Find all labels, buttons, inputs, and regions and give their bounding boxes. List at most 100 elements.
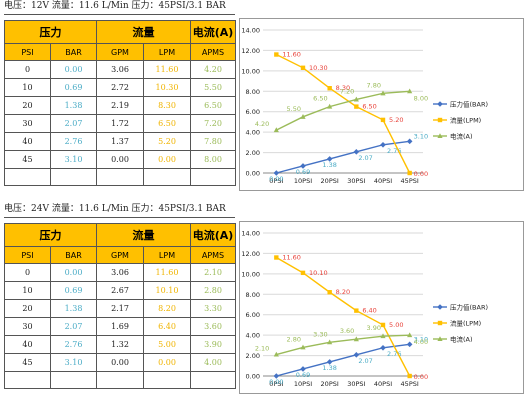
data-point-marker bbox=[300, 114, 306, 119]
data-point-marker bbox=[300, 65, 306, 70]
lpm-cell: 10.10 bbox=[143, 281, 191, 300]
data-label: 3.10 bbox=[414, 132, 428, 140]
table-row: 40 2.76 1.37 5.20 7.80 bbox=[4, 132, 236, 151]
table-row: 0 0.00 3.06 11.60 2.10 bbox=[4, 263, 236, 282]
data-point-marker bbox=[437, 133, 443, 138]
spec-table: 压力 流量 电流(A) PSI BAR GPM LPM APMS 0 0.00 3.06 11.60 4… bbox=[4, 20, 236, 186]
psi-column-header: PSI bbox=[4, 43, 51, 61]
gpm-column-header: GPM bbox=[96, 246, 144, 264]
psi-cell: 30 bbox=[4, 114, 51, 133]
lpm-cell: 10.30 bbox=[143, 78, 191, 97]
x-tick-label: 20PSI bbox=[321, 177, 339, 185]
gpm-cell: 0.00 bbox=[96, 353, 144, 372]
y-tick-label: 10.00 bbox=[241, 67, 260, 75]
series-line bbox=[276, 90, 410, 131]
data-label: 3.90 bbox=[367, 324, 381, 332]
table-column-header: PSI BAR GPM LPM APMS bbox=[4, 246, 236, 264]
psi-cell: 40 bbox=[4, 132, 51, 151]
psi-cell: 30 bbox=[4, 317, 51, 336]
empty-cell bbox=[190, 168, 236, 186]
data-label: 2.76 bbox=[387, 350, 401, 358]
data-label: 6.50 bbox=[362, 103, 376, 111]
bar-cell: 1.38 bbox=[50, 96, 97, 115]
data-point-marker bbox=[326, 359, 333, 365]
psi-cell: 20 bbox=[4, 299, 51, 318]
series-group: 11.60 10.10 8.20 6.40 5.00 0.00 bbox=[274, 254, 428, 381]
bar-column-header: BAR bbox=[50, 246, 97, 264]
data-point-marker bbox=[273, 351, 279, 357]
y-tick-label: 12.00 bbox=[241, 250, 260, 258]
empty-cell bbox=[143, 371, 191, 389]
data-point-marker bbox=[353, 336, 359, 342]
empty-cell bbox=[143, 168, 191, 186]
lpm-cell: 11.60 bbox=[143, 60, 191, 79]
gpm-cell: 3.06 bbox=[96, 60, 144, 79]
y-tick-label: 12.00 bbox=[241, 47, 260, 55]
data-label: 2.80 bbox=[287, 335, 301, 343]
data-label: 10.30 bbox=[309, 64, 328, 72]
data-label: 0.69 bbox=[296, 371, 310, 379]
bar-cell: 1.38 bbox=[50, 299, 97, 318]
gpm-column-header: GPM bbox=[96, 43, 144, 61]
lpm-cell: 8.20 bbox=[143, 299, 191, 318]
series-group: 0.00 0.69 1.38 2.07 2.76 3.10 bbox=[269, 335, 428, 386]
y-tick-label: 0.00 bbox=[246, 170, 260, 178]
y-tick-label: 14.00 bbox=[241, 27, 260, 35]
data-point-marker bbox=[300, 163, 306, 169]
data-point-marker bbox=[274, 255, 279, 260]
data-label: 4.20 bbox=[255, 120, 269, 128]
data-point-marker bbox=[273, 127, 279, 133]
group-current-header: 电流(A) bbox=[190, 20, 236, 44]
table-row: 40 2.76 1.32 5.00 3.90 bbox=[4, 335, 236, 354]
gpm-cell: 2.17 bbox=[96, 299, 144, 318]
data-point-marker bbox=[407, 332, 413, 338]
data-point-marker bbox=[354, 308, 359, 313]
psi-cell: 20 bbox=[4, 96, 51, 115]
data-point-marker bbox=[354, 104, 359, 109]
group-pressure-header: 压力 bbox=[4, 20, 97, 44]
x-tick-label: 30PSI bbox=[347, 177, 365, 185]
section-caption: 电压：24V 流量：11.6 L/Min 压力：45PSI/3.1 BAR bbox=[4, 203, 235, 218]
data-point-marker bbox=[300, 270, 306, 276]
table-column-header: PSI BAR GPM LPM APMS bbox=[4, 43, 236, 61]
data-point-marker bbox=[380, 90, 386, 96]
apms-column-header: APMS bbox=[190, 246, 236, 264]
series-line bbox=[276, 343, 410, 377]
data-point-marker bbox=[300, 344, 306, 350]
table-row: 20 1.38 2.17 8.20 3.30 bbox=[4, 299, 236, 318]
gpm-cell: 2.72 bbox=[96, 78, 144, 97]
legend-entry: 流量(LPM) bbox=[450, 319, 481, 328]
bar-cell: 2.07 bbox=[50, 317, 97, 336]
legend-entry: 电流(A) bbox=[450, 335, 473, 344]
data-label: 2.07 bbox=[358, 154, 372, 162]
x-tick-label: 45PSI bbox=[401, 177, 419, 185]
empty-cell bbox=[96, 168, 144, 186]
data-point-marker bbox=[353, 149, 360, 155]
data-label: 8.00 bbox=[414, 94, 428, 102]
data-label: 1.38 bbox=[322, 161, 336, 169]
data-label: 2.10 bbox=[255, 345, 269, 353]
data-label: 7.80 bbox=[367, 81, 381, 89]
bar-cell: 0.69 bbox=[50, 78, 97, 97]
psi-cell: 45 bbox=[4, 353, 51, 372]
data-label: 0.00 bbox=[269, 378, 283, 386]
amp-cell: 3.30 bbox=[190, 299, 236, 318]
data-label: 0.00 bbox=[414, 373, 428, 381]
x-tick-label: 10PSI bbox=[294, 380, 312, 388]
x-tick-label: 0PSI bbox=[269, 380, 283, 388]
bar-column-header: BAR bbox=[50, 43, 97, 61]
series-line bbox=[276, 53, 411, 174]
chart-frame bbox=[239, 221, 524, 394]
psi-column-header: PSI bbox=[4, 246, 51, 264]
data-point-marker bbox=[407, 373, 412, 379]
x-tick-label: 20PSI bbox=[321, 380, 339, 388]
lpm-cell: 11.60 bbox=[143, 263, 191, 282]
lpm-column-header: LPM bbox=[143, 246, 191, 264]
data-point-marker bbox=[437, 101, 443, 107]
data-label: 6.50 bbox=[313, 95, 327, 103]
psi-cell: 45 bbox=[4, 150, 51, 169]
table-row: 45 3.10 0.00 0.00 8.00 bbox=[4, 150, 236, 169]
empty-cell bbox=[50, 168, 97, 186]
data-point-marker bbox=[327, 290, 332, 295]
